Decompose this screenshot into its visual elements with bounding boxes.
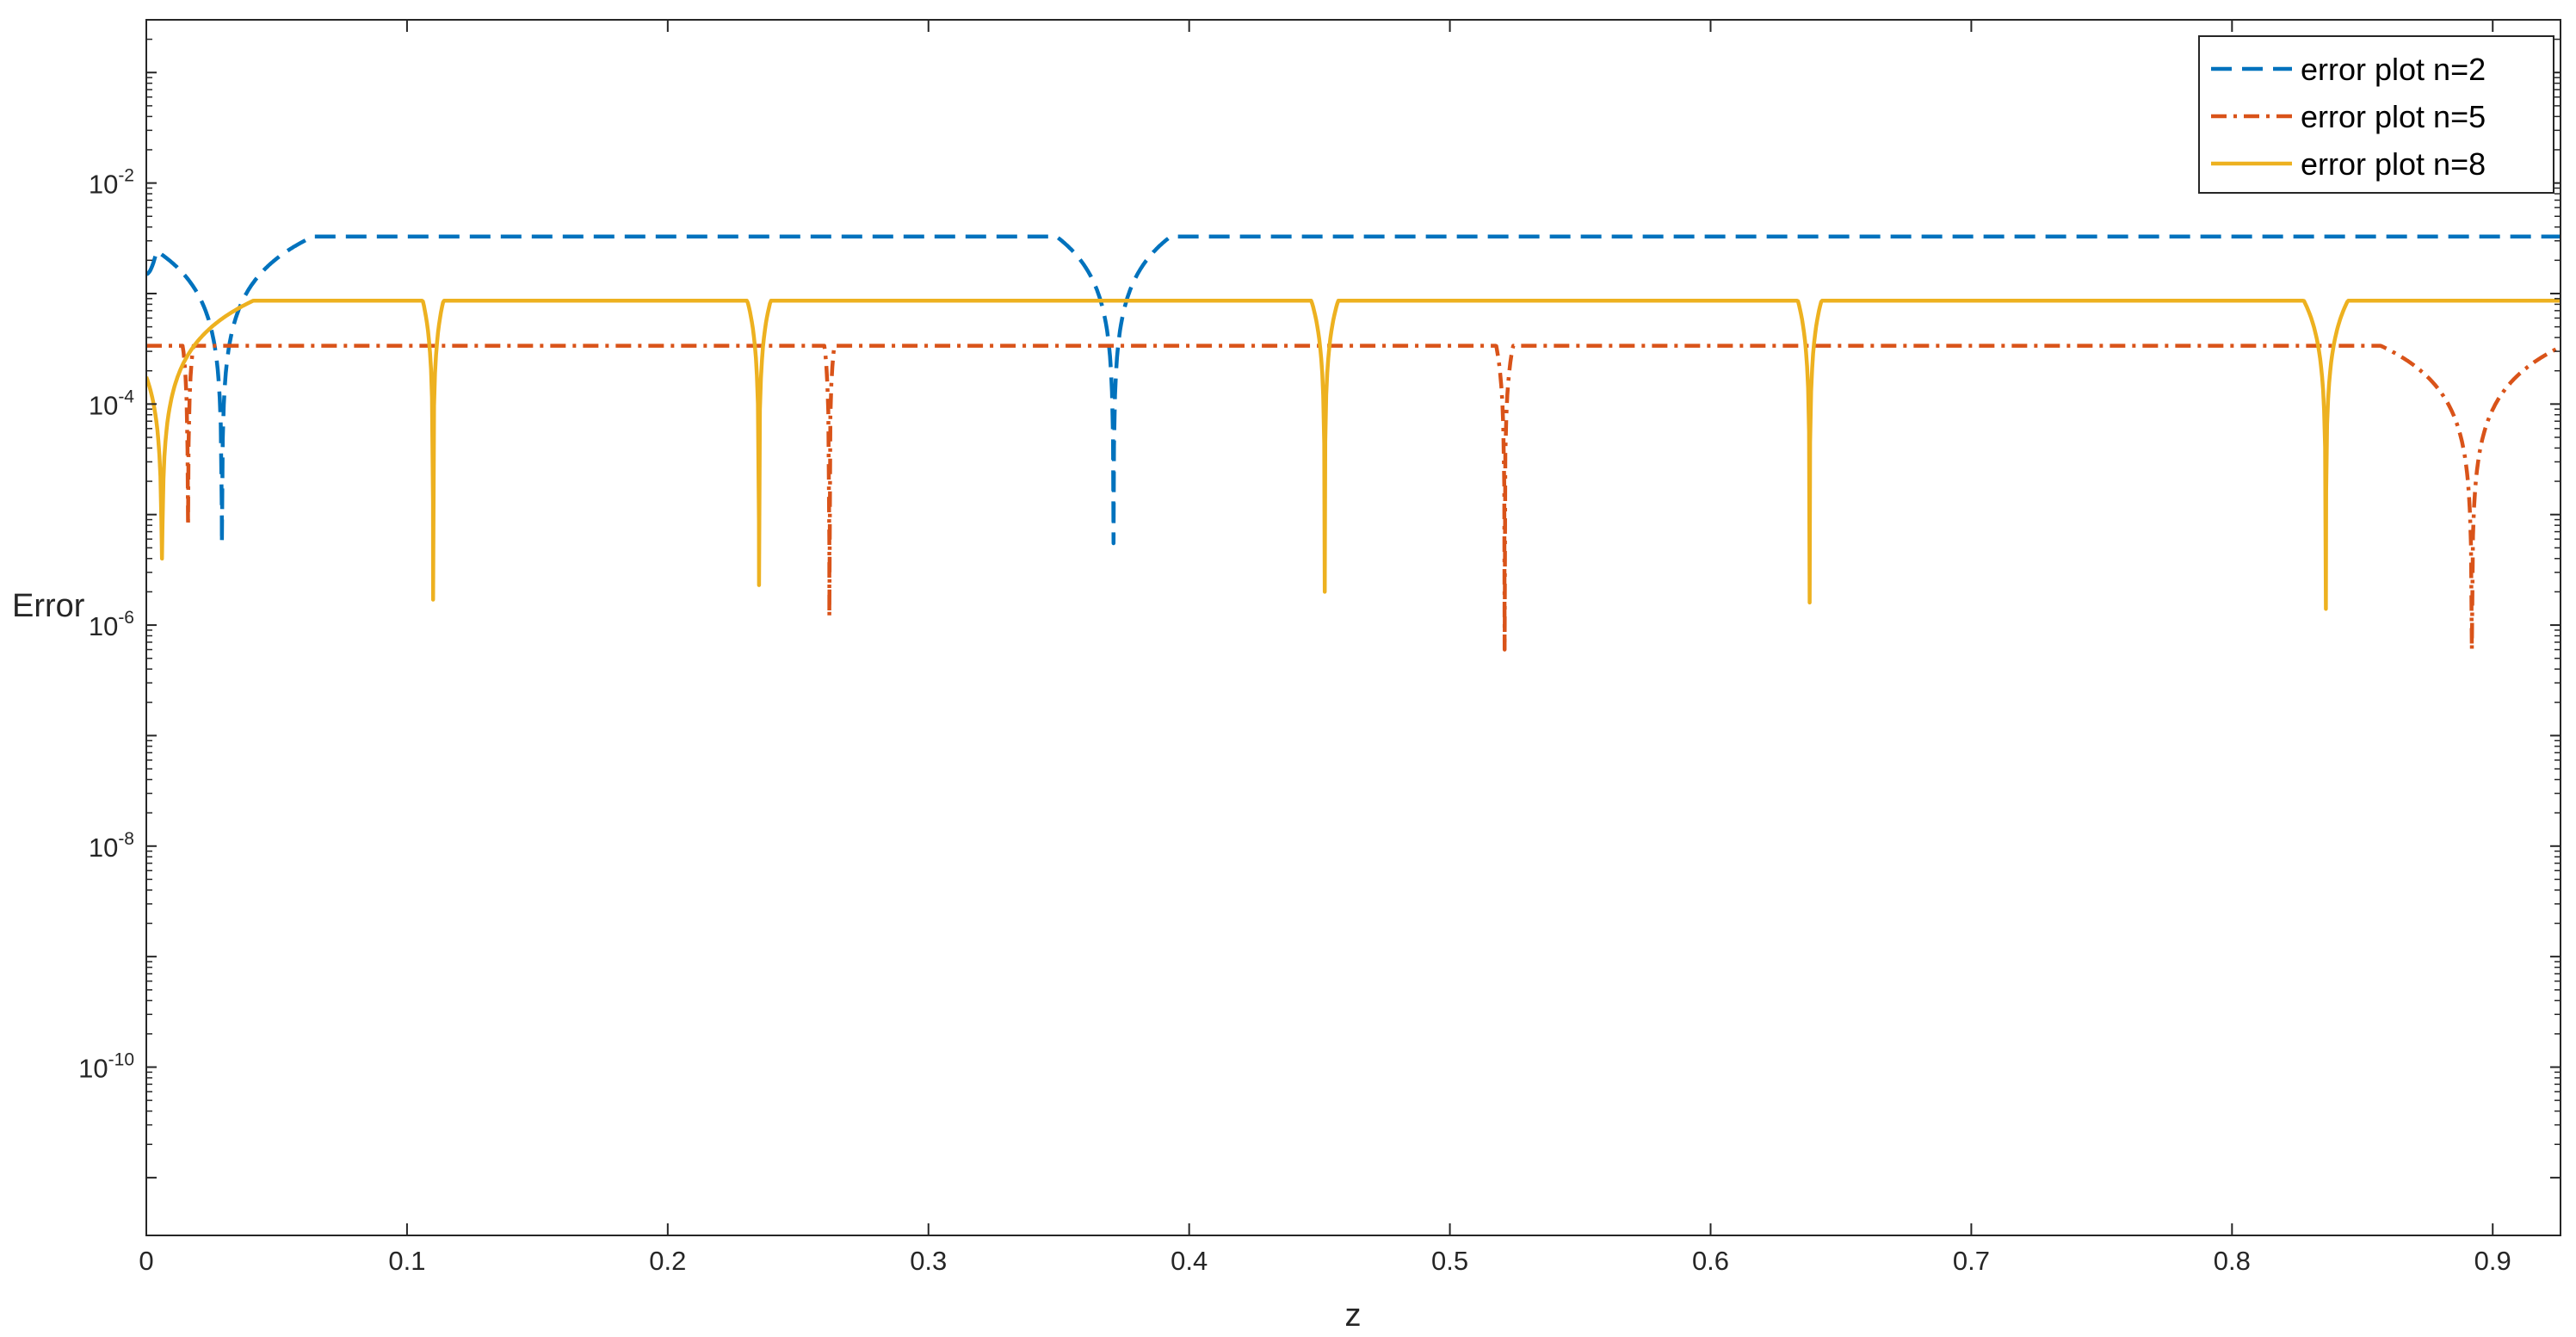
y-tick-label: 10-6 xyxy=(89,608,134,641)
series-line-n2 xyxy=(146,234,2561,546)
x-tick-label: 0.4 xyxy=(1171,1246,1208,1276)
x-tick-label: 0.2 xyxy=(649,1246,686,1276)
y-tick-label: 10-2 xyxy=(89,166,134,200)
y-axis-label: Error xyxy=(12,588,85,624)
x-tick-label: 0.7 xyxy=(1953,1246,1990,1276)
x-tick-label: 0.5 xyxy=(1431,1246,1468,1276)
legend-label: error plot n=8 xyxy=(2301,146,2486,182)
x-tick-label: 0.8 xyxy=(2214,1246,2251,1276)
x-tick-label: 0.1 xyxy=(388,1246,425,1276)
x-axis-label: z xyxy=(1345,1297,1362,1334)
y-tick-label: 10-8 xyxy=(89,829,134,863)
x-tick-label: 0.9 xyxy=(2474,1246,2511,1276)
y-tick-label: 10-10 xyxy=(78,1050,134,1084)
x-tick-label: 0.3 xyxy=(910,1246,947,1276)
x-tick-label: 0.6 xyxy=(1692,1246,1729,1276)
axes-box xyxy=(145,19,2561,1236)
legend-label: error plot n=2 xyxy=(2301,52,2486,87)
y-tick-label: 10-4 xyxy=(89,387,134,420)
series-line-n8 xyxy=(146,299,2561,611)
legend-label: error plot n=5 xyxy=(2301,99,2486,134)
x-tick-label: 0 xyxy=(139,1246,153,1276)
